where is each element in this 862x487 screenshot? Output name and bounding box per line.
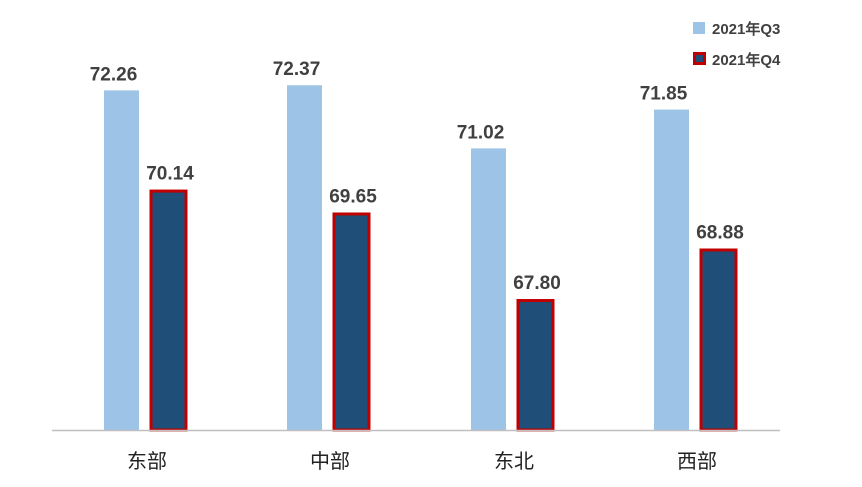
bar-q3-1 [287, 85, 322, 431]
data-label: 70.14 [146, 164, 194, 185]
data-label: 72.37 [273, 59, 321, 80]
legend-label-q3: 2021年Q3 [712, 20, 780, 38]
bar-q4-2 [516, 299, 555, 432]
x-tick-label: 东北 [494, 449, 534, 473]
data-label: 71.85 [640, 84, 688, 105]
x-tick-label: 西部 [677, 449, 717, 473]
data-label: 67.80 [513, 273, 561, 294]
bar-q4-0 [149, 189, 188, 432]
bar-q3-2 [471, 148, 506, 431]
bar-q4-3 [699, 248, 738, 432]
data-label: 71.02 [457, 122, 505, 143]
bar-q4-1 [332, 212, 371, 432]
legend-swatch-q4 [693, 52, 706, 65]
legend-label-q4: 2021年Q4 [712, 51, 781, 69]
legend-swatch-q3 [693, 22, 705, 34]
data-label: 72.26 [90, 64, 138, 85]
x-tick-label: 东部 [127, 449, 167, 473]
data-label: 69.65 [329, 186, 377, 207]
data-label: 68.88 [696, 223, 744, 244]
x-tick-label: 中部 [310, 449, 350, 473]
bar-q3-3 [654, 109, 689, 431]
bar-q3-0 [104, 90, 139, 430]
